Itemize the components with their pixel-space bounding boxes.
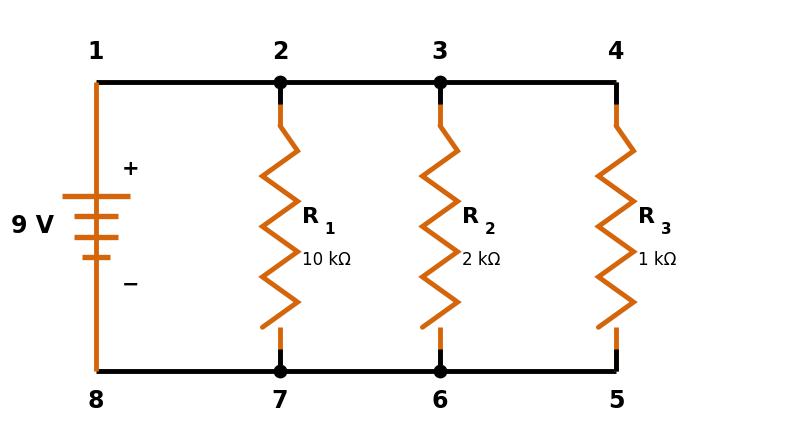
Point bbox=[434, 367, 446, 374]
Text: 1: 1 bbox=[325, 222, 335, 237]
Text: 2: 2 bbox=[272, 40, 288, 64]
Text: 8: 8 bbox=[88, 389, 104, 413]
Text: 9 V: 9 V bbox=[11, 214, 54, 239]
Text: R: R bbox=[638, 207, 655, 227]
Text: 1 kΩ: 1 kΩ bbox=[638, 251, 677, 269]
Point bbox=[274, 79, 286, 86]
Text: 1: 1 bbox=[88, 40, 104, 64]
Point bbox=[434, 79, 446, 86]
Text: R: R bbox=[302, 207, 319, 227]
Text: 10 kΩ: 10 kΩ bbox=[302, 251, 351, 269]
Text: 7: 7 bbox=[272, 389, 288, 413]
Text: 4: 4 bbox=[608, 40, 624, 64]
Text: 5: 5 bbox=[608, 389, 624, 413]
Text: 6: 6 bbox=[432, 389, 448, 413]
Text: 2: 2 bbox=[485, 222, 495, 237]
Text: 2 kΩ: 2 kΩ bbox=[462, 251, 501, 269]
Text: +: + bbox=[122, 159, 139, 179]
Text: −: − bbox=[122, 274, 139, 294]
Point bbox=[274, 367, 286, 374]
Text: R: R bbox=[462, 207, 479, 227]
Text: 3: 3 bbox=[661, 222, 671, 237]
Text: 3: 3 bbox=[432, 40, 448, 64]
